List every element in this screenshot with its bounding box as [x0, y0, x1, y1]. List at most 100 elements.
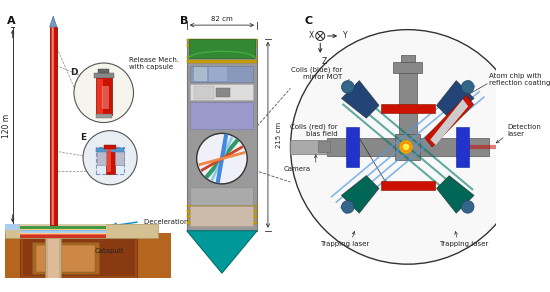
- Bar: [20, 236, 137, 278]
- Circle shape: [400, 140, 412, 153]
- Bar: [399, 71, 417, 134]
- Polygon shape: [437, 81, 474, 118]
- Bar: [48, 236, 59, 278]
- Bar: [20, 231, 106, 233]
- Text: Camera: Camera: [283, 166, 310, 173]
- Bar: [187, 205, 257, 207]
- Bar: [98, 69, 109, 73]
- Text: Coils (red) for
bias field: Coils (red) for bias field: [290, 124, 337, 138]
- Bar: [187, 39, 257, 231]
- Bar: [20, 234, 106, 235]
- Bar: [190, 84, 254, 100]
- Bar: [381, 181, 435, 190]
- Circle shape: [197, 133, 247, 184]
- Text: Coils (blue) for
mirror MOT: Coils (blue) for mirror MOT: [290, 66, 342, 80]
- Polygon shape: [437, 175, 474, 213]
- Bar: [194, 86, 214, 99]
- Bar: [190, 206, 254, 226]
- Bar: [20, 237, 106, 238]
- Bar: [20, 230, 106, 231]
- Bar: [20, 225, 106, 226]
- Polygon shape: [425, 95, 474, 147]
- Bar: [20, 235, 106, 237]
- Bar: [190, 66, 254, 82]
- Bar: [187, 215, 257, 218]
- Bar: [96, 77, 112, 115]
- Bar: [94, 73, 114, 78]
- Text: Trapping laser: Trapping laser: [320, 241, 369, 247]
- Bar: [456, 127, 469, 167]
- Bar: [4, 233, 172, 278]
- Bar: [4, 224, 158, 238]
- Text: X: X: [309, 31, 314, 39]
- Text: Z: Z: [321, 57, 327, 66]
- Bar: [290, 140, 327, 154]
- Bar: [216, 88, 230, 97]
- Bar: [97, 79, 103, 114]
- Polygon shape: [342, 175, 379, 213]
- Bar: [400, 55, 415, 62]
- Text: Atom chip with
reflection coating: Atom chip with reflection coating: [489, 73, 550, 86]
- Text: 215 cm: 215 cm: [276, 122, 282, 148]
- Bar: [96, 147, 124, 174]
- Bar: [106, 147, 114, 174]
- Bar: [20, 226, 106, 229]
- Circle shape: [342, 201, 354, 213]
- Text: B: B: [180, 15, 189, 26]
- Bar: [210, 67, 227, 81]
- Text: D: D: [70, 67, 78, 77]
- Polygon shape: [430, 99, 468, 145]
- Bar: [36, 245, 95, 272]
- Bar: [52, 27, 54, 225]
- Text: Release Mech.
with capsule: Release Mech. with capsule: [129, 58, 179, 70]
- Bar: [187, 60, 257, 63]
- Bar: [327, 138, 489, 156]
- Circle shape: [342, 81, 354, 93]
- Circle shape: [290, 29, 525, 264]
- Bar: [96, 148, 124, 152]
- Bar: [381, 104, 435, 113]
- Text: C: C: [305, 15, 313, 26]
- Bar: [187, 221, 257, 224]
- Bar: [50, 27, 57, 225]
- Bar: [190, 187, 254, 205]
- Polygon shape: [187, 231, 257, 273]
- Bar: [187, 39, 257, 41]
- Bar: [20, 227, 106, 229]
- Bar: [20, 226, 106, 227]
- Bar: [187, 210, 257, 213]
- Bar: [393, 62, 422, 73]
- Bar: [20, 233, 106, 234]
- Circle shape: [461, 201, 474, 213]
- Polygon shape: [342, 81, 379, 118]
- Bar: [317, 142, 330, 152]
- Polygon shape: [50, 16, 57, 27]
- Text: E: E: [80, 133, 86, 142]
- Bar: [187, 44, 257, 47]
- Circle shape: [74, 63, 134, 123]
- Text: Catapult: Catapult: [95, 248, 124, 254]
- Bar: [45, 234, 62, 278]
- Bar: [107, 149, 111, 172]
- Circle shape: [316, 32, 324, 41]
- Bar: [51, 27, 53, 225]
- Text: 120 m: 120 m: [2, 114, 11, 138]
- Bar: [114, 150, 124, 165]
- Text: Detection
laser: Detection laser: [507, 124, 541, 137]
- Text: 82 cm: 82 cm: [211, 16, 233, 22]
- Bar: [190, 102, 254, 129]
- Bar: [194, 67, 207, 81]
- Bar: [102, 86, 109, 109]
- Bar: [104, 145, 117, 149]
- Text: Deceleration unit: Deceleration unit: [144, 219, 205, 225]
- Bar: [23, 238, 135, 276]
- Bar: [346, 127, 359, 167]
- Text: A: A: [7, 15, 16, 26]
- Bar: [187, 56, 257, 58]
- Bar: [31, 241, 99, 274]
- Bar: [189, 39, 255, 58]
- Bar: [20, 229, 106, 230]
- Circle shape: [461, 81, 474, 93]
- Text: Trapping laser: Trapping laser: [439, 241, 488, 247]
- Text: Y: Y: [343, 32, 348, 41]
